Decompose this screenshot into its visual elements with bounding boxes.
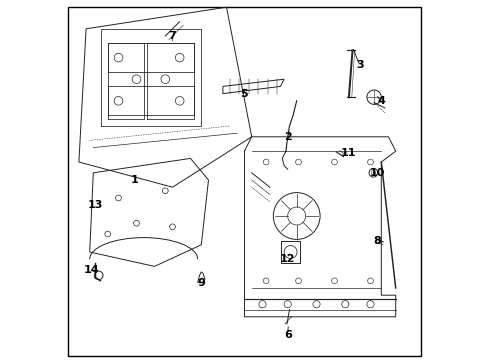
Text: 10: 10 [369, 168, 385, 178]
Text: 2: 2 [283, 132, 291, 142]
Text: 8: 8 [373, 236, 381, 246]
Text: 3: 3 [355, 60, 363, 70]
Text: 14: 14 [83, 265, 99, 275]
Text: 11: 11 [341, 148, 356, 158]
Bar [280, 241, 300, 263]
Text: 1: 1 [131, 175, 138, 185]
Text: 12: 12 [279, 254, 295, 264]
Text: 5: 5 [240, 89, 248, 99]
Text: 6: 6 [283, 330, 291, 340]
Text: 13: 13 [87, 200, 102, 210]
Text: 9: 9 [197, 278, 205, 288]
Text: 7: 7 [168, 31, 176, 41]
Text: 4: 4 [377, 96, 385, 106]
